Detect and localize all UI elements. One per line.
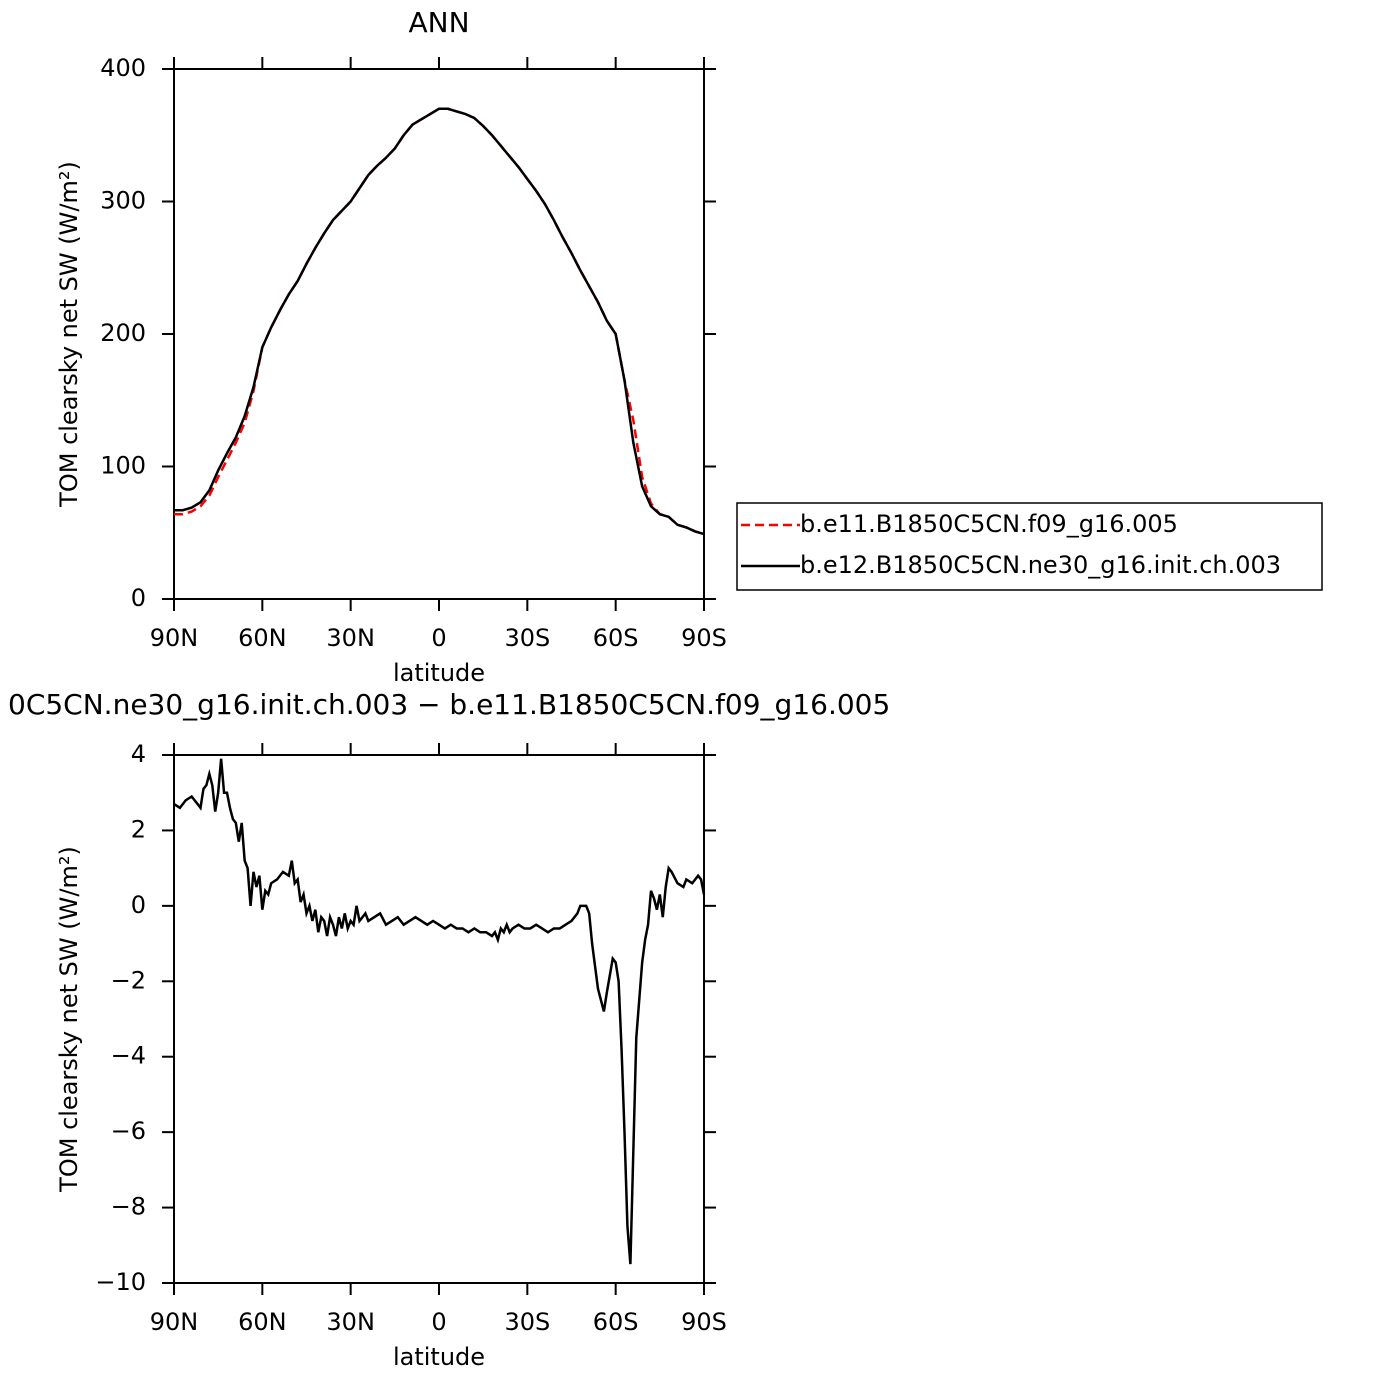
data-line xyxy=(174,107,705,536)
x-tick-label: 60S xyxy=(593,1308,639,1336)
y-tick-label: 300 xyxy=(100,187,146,215)
x-tick-label: 90N xyxy=(150,1308,199,1336)
legend-label: b.e12.B1850C5CN.ne30_g16.init.ch.003 xyxy=(800,551,1281,579)
x-axis-label: latitude xyxy=(393,659,485,687)
y-tick-label: 200 xyxy=(100,319,146,347)
y-axis-label: TOM clearsky net SW (W/m²) xyxy=(55,846,83,1193)
x-tick-label: 60S xyxy=(593,624,639,652)
data-line xyxy=(174,107,705,536)
y-tick-label: −10 xyxy=(95,1268,146,1296)
x-tick-label: 30S xyxy=(504,624,550,652)
plot-frame xyxy=(173,754,705,1284)
x-tick-label: 0 xyxy=(431,1308,446,1336)
y-tick-label: −8 xyxy=(111,1193,146,1221)
chart-title: ANN xyxy=(408,6,469,39)
y-tick-label: 2 xyxy=(131,815,146,843)
y-tick-label: 4 xyxy=(131,740,146,768)
x-tick-label: 0 xyxy=(431,624,446,652)
x-tick-label: 60N xyxy=(238,624,287,652)
y-tick-label: 400 xyxy=(100,54,146,82)
y-tick-label: 100 xyxy=(100,452,146,480)
plot-frame xyxy=(173,68,705,600)
x-tick-label: 30N xyxy=(326,624,375,652)
y-tick-label: 0 xyxy=(131,584,146,612)
chart-title: 0C5CN.ne30_g16.init.ch.003 − b.e11.B1850… xyxy=(8,688,890,721)
x-tick-label: 90S xyxy=(681,624,727,652)
legend-box xyxy=(736,502,1323,591)
y-tick-label: −4 xyxy=(111,1042,146,1070)
y-axis-label: TOM clearsky net SW (W/m²) xyxy=(55,161,83,508)
x-tick-label: 90N xyxy=(150,624,199,652)
y-tick-label: −2 xyxy=(111,966,146,994)
data-line xyxy=(173,758,706,1265)
x-tick-label: 60N xyxy=(238,1308,287,1336)
x-tick-label: 90S xyxy=(681,1308,727,1336)
legend-label: b.e11.B1850C5CN.f09_g16.005 xyxy=(800,510,1178,538)
x-tick-label: 30S xyxy=(504,1308,550,1336)
x-axis-label: latitude xyxy=(393,1343,485,1371)
y-tick-label: 0 xyxy=(131,891,146,919)
x-tick-label: 30N xyxy=(326,1308,375,1336)
y-tick-label: −6 xyxy=(111,1117,146,1145)
